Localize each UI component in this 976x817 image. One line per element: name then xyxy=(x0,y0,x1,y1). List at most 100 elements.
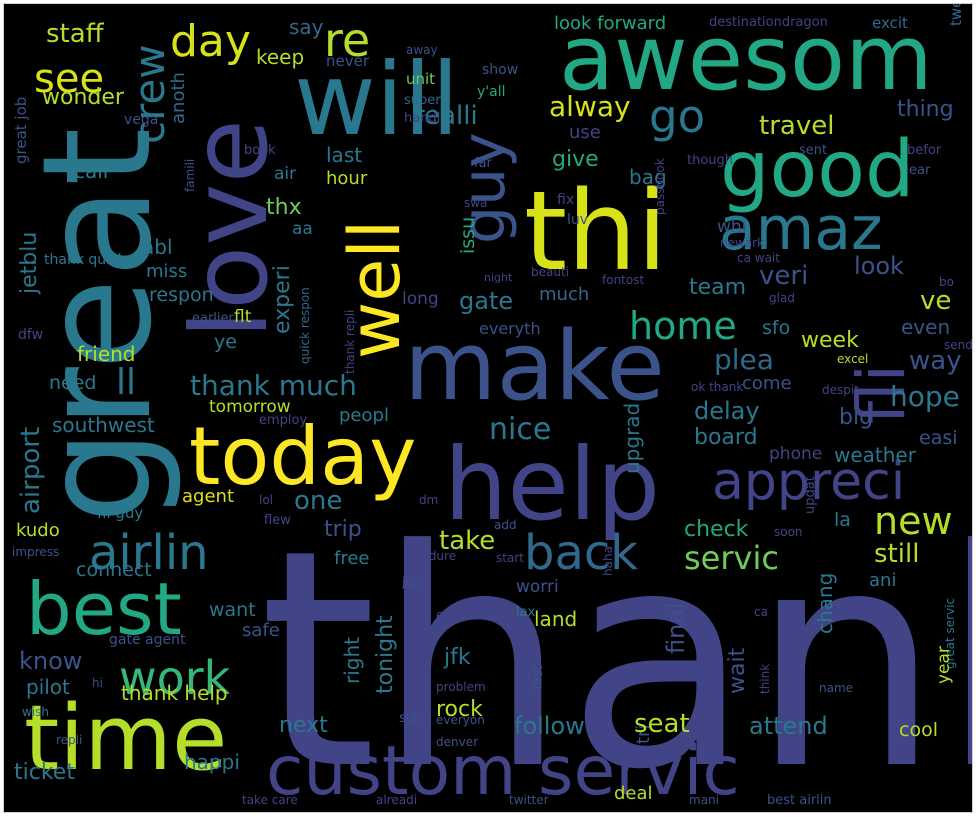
cloud-word-luv: luv xyxy=(567,212,588,228)
cloud-word-weather: weather xyxy=(834,443,917,467)
cloud-word-plea: plea xyxy=(714,343,774,376)
cloud-word-well: well xyxy=(334,220,416,359)
cloud-word-still: still xyxy=(874,539,919,569)
cloud-word-phone: phone xyxy=(769,444,822,464)
cloud-word-trip: trip xyxy=(324,517,362,542)
cloud-word-issu: issu xyxy=(457,217,479,254)
cloud-word-swa: swa xyxy=(464,196,487,210)
cloud-word-final: final xyxy=(662,602,690,654)
cloud-word-say: say xyxy=(289,15,324,39)
cloud-word-big: big xyxy=(839,405,873,430)
cloud-word-hour: hour xyxy=(326,168,368,189)
cloud-word-bo: bo xyxy=(939,275,954,289)
cloud-word-sfo: sfo xyxy=(762,317,790,339)
cloud-word-cool: cool xyxy=(899,719,938,741)
cloud-word-great-servic: great servic xyxy=(943,598,957,669)
cloud-word-repli: repli xyxy=(56,733,82,747)
cloud-word-keep: keep xyxy=(256,45,304,69)
cloud-word-ca: ca xyxy=(754,605,768,619)
cloud-word-pilot: pilot xyxy=(26,675,70,699)
cloud-word-awesom: awesom xyxy=(559,6,933,111)
cloud-word-new: new xyxy=(874,499,953,543)
cloud-word-hope: hope xyxy=(890,380,960,413)
cloud-word-fli: fli xyxy=(843,364,920,424)
cloud-word-dfw: dfw xyxy=(18,327,43,343)
cloud-word-free: free xyxy=(334,548,370,569)
cloud-word-flt: flt xyxy=(234,307,252,327)
cloud-word-excel: excel xyxy=(837,352,868,366)
cloud-word-first: first xyxy=(531,665,545,689)
cloud-word-staff: staff xyxy=(46,19,105,49)
cloud-word-updat: updat xyxy=(803,476,818,514)
cloud-word-help: help xyxy=(444,426,660,543)
cloud-word-twitter: twitter xyxy=(509,793,549,807)
cloud-word-year: year xyxy=(934,646,954,684)
cloud-word-need: need xyxy=(49,372,96,394)
cloud-word-soon: soon xyxy=(774,525,803,539)
cloud-word-thank-repli: thank repli xyxy=(343,310,357,374)
cloud-word-know: know xyxy=(19,647,82,675)
cloud-word-great-job: great job xyxy=(12,97,30,164)
cloud-word-handl: handl xyxy=(404,111,440,126)
cloud-word-deal: deal xyxy=(614,783,653,804)
cloud-word-connect: connect xyxy=(76,559,152,581)
cloud-word-job: job xyxy=(401,575,420,589)
cloud-word-upgrad: upgrad xyxy=(620,403,644,474)
cloud-word-much: much xyxy=(539,284,589,305)
cloud-word-befor: befor xyxy=(907,143,942,158)
cloud-word-flew: flew xyxy=(264,513,291,528)
cloud-word-sent: sent xyxy=(799,143,827,158)
cloud-word-nice: nice xyxy=(489,412,551,447)
cloud-word-alreadi: alreadi xyxy=(376,793,417,807)
cloud-word-follow: follow xyxy=(514,712,585,740)
cloud-word-jfk: jfk xyxy=(443,645,471,670)
cloud-word-time: time xyxy=(24,686,227,791)
cloud-word-take: take xyxy=(439,526,495,556)
cloud-word-work: work xyxy=(119,651,231,705)
cloud-word-home: home xyxy=(629,304,737,348)
cloud-word-night: night xyxy=(484,271,513,284)
cloud-word-realli: realli xyxy=(414,101,478,131)
cloud-word-wonder: wonder xyxy=(42,85,125,110)
cloud-word-attend: attend xyxy=(749,712,828,740)
cloud-word-worri: worri xyxy=(516,577,559,597)
cloud-word-show: show xyxy=(482,62,518,78)
cloud-word-ear: ear xyxy=(909,163,931,178)
cloud-word-everyon: everyon xyxy=(436,713,485,727)
cloud-word-alway: alway xyxy=(549,90,631,123)
cloud-word-look: look xyxy=(854,252,904,280)
cloud-word-book: book xyxy=(244,143,276,158)
cloud-word-go: go xyxy=(649,90,705,143)
cloud-word-ye: ye xyxy=(214,331,237,353)
cloud-word-ve: ve xyxy=(920,286,951,316)
cloud-word-never: never xyxy=(326,52,370,70)
cloud-word-seat: seat xyxy=(634,709,690,739)
cloud-word-rock: rock xyxy=(436,697,483,722)
cloud-word-back: back xyxy=(524,525,638,581)
cloud-word-want: want xyxy=(209,599,256,621)
cloud-word-ca-wait: ca wait xyxy=(737,251,780,265)
cloud-word-passbook: passbook xyxy=(653,158,667,215)
cloud-word-give: give xyxy=(552,147,599,172)
cloud-word-check: check xyxy=(684,517,749,542)
cloud-word-quick-respon: quick respon xyxy=(298,287,312,364)
cloud-word-today: today xyxy=(189,410,416,503)
cloud-word-come: come xyxy=(742,373,792,394)
cloud-word-enjoy: enjoy xyxy=(436,608,469,622)
cloud-word-away: away xyxy=(406,43,438,57)
cloud-word-unit: unit xyxy=(406,70,435,88)
cloud-word-air: air xyxy=(274,164,296,184)
cloud-word-earlier: earlier xyxy=(192,311,235,326)
cloud-word-crew: crew xyxy=(125,44,174,144)
cloud-word-see: see xyxy=(34,56,104,102)
cloud-word-wait: wait xyxy=(725,647,750,694)
cloud-word-problem: problem xyxy=(436,680,486,694)
cloud-word-wish: wish xyxy=(22,705,49,719)
cloud-word-amaz: amaz xyxy=(719,194,882,264)
cloud-word-thing: thing xyxy=(897,97,954,122)
cloud-word-southwest: southwest xyxy=(52,413,155,437)
cloud-word-vega: vega xyxy=(124,112,158,128)
cloud-word-name: name xyxy=(819,681,853,695)
cloud-word-travel: travel xyxy=(759,111,834,141)
cloud-word-employ: employ xyxy=(259,413,307,428)
